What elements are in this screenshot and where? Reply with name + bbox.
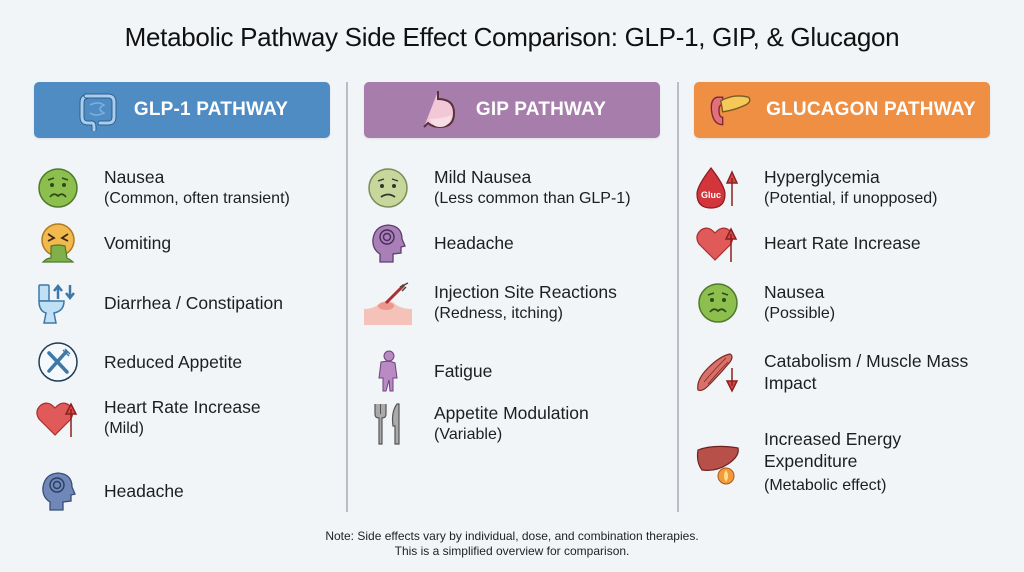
glucagon-header: GLUCAGON PATHWAY [694,82,990,138]
side-effect-item: Reduced Appetite [34,338,242,386]
item-sub: (Variable) [434,426,503,443]
gip-header: GIP PATHWAY [364,82,660,138]
nauseated-face-icon [694,279,742,327]
fork-knife-icon [364,400,412,448]
side-effect-item: Heart Rate Increase [694,219,921,267]
toilet-arrows-icon [34,279,82,327]
item-sub: (Common, often transient) [104,190,290,207]
side-effect-item: Gluc Hyperglycemia (Potential, if unoppos… [694,164,937,212]
item-label: Diarrhea / Constipation [104,293,283,313]
head-spiral-icon [34,467,82,515]
glp1-header-label: GLP-1 PATHWAY [133,99,289,120]
item-sub: (Possible) [764,305,836,322]
column-glucagon: GLUCAGON PATHWAY Gluc Hyperglycemia (Pote… [694,82,990,512]
svg-text:Gluc: Gluc [701,190,721,200]
item-label: Increased Energy Expenditure [764,429,902,471]
item-label: Heart Rate Increase [764,233,921,253]
item-label: Mild Nausea [434,167,532,187]
intestine-icon [76,88,120,132]
muscle-arrow-down-icon [694,348,742,396]
column-divider [677,82,679,512]
side-effect-item: Vomiting [34,219,171,267]
item-label: Injection Site Reactions [434,282,617,302]
item-label: Catabolism / Muscle Mass Impact [764,351,969,393]
side-effect-item: Headache [364,219,514,267]
side-effect-item: Increased Energy Expenditure (Metabolic e… [694,428,984,497]
glucagon-header-label: GLUCAGON PATHWAY [766,99,976,120]
item-label: Headache [434,233,514,253]
item-sub: (Metabolic effect) [764,477,887,494]
side-effect-item: Mild Nausea (Less common than GLP-1) [364,164,631,212]
column-divider [346,82,348,512]
column-glp1: GLP-1 PATHWAY Nausea (Common, often trans… [34,82,330,512]
item-sub: (Redness, itching) [434,305,563,322]
glp1-header: GLP-1 PATHWAY [34,82,330,138]
footnote: Note: Side effects vary by individual, d… [0,529,1024,559]
page-title: Metabolic Pathway Side Effect Comparison… [124,22,900,52]
liver-flame-icon [694,439,742,487]
item-sub: (Less common than GLP-1) [434,190,631,207]
pancreas-icon [708,88,752,132]
item-sub: (Mild) [104,420,144,437]
item-label: Nausea [764,282,825,302]
heart-arrow-up-icon [34,394,82,442]
nauseated-face-icon [34,164,82,212]
item-label: Hyperglycemia [764,167,880,187]
syringe-skin-icon [364,279,412,327]
side-effect-item: Heart Rate Increase (Mild) [34,394,261,442]
item-label: Appetite Modulation [434,403,589,423]
item-label: Heart Rate Increase [104,397,261,417]
item-label: Fatigue [434,361,493,381]
item-label: Reduced Appetite [104,352,243,372]
stomach-icon [418,88,462,132]
side-effect-item: Nausea (Common, often transient) [34,164,290,212]
item-label: Headache [104,481,184,501]
side-effect-item: Nausea (Possible) [694,279,835,327]
vomiting-face-icon [34,219,82,267]
crossed-fork-knife-icon [34,338,82,386]
tired-person-icon [364,347,412,395]
head-spiral-icon [364,219,412,267]
side-effect-item: Injection Site Reactions (Redness, itchin… [364,279,617,327]
gip-header-label: GIP PATHWAY [475,99,607,120]
blood-drop-gluc-icon: Gluc [694,164,742,212]
side-effect-item: Appetite Modulation (Variable) [364,400,589,448]
item-label: Vomiting [104,233,172,253]
column-gip: GIP PATHWAY Mild Nausea (Less common than… [364,82,660,512]
side-effect-item: Diarrhea / Constipation [34,279,283,327]
side-effect-item: Catabolism / Muscle Mass Impact [694,348,984,396]
queasy-face-icon [364,164,412,212]
heart-arrow-up-icon [694,219,742,267]
side-effect-item: Fatigue [364,347,492,395]
item-label: Nausea [104,167,165,187]
side-effect-item: Headache [34,467,184,515]
footnote-line-2: This is a simplified overview for compar… [394,544,630,558]
item-sub: (Potential, if unopposed) [764,190,938,207]
footnote-line-1: Note: Side effects vary by individual, d… [325,529,699,543]
